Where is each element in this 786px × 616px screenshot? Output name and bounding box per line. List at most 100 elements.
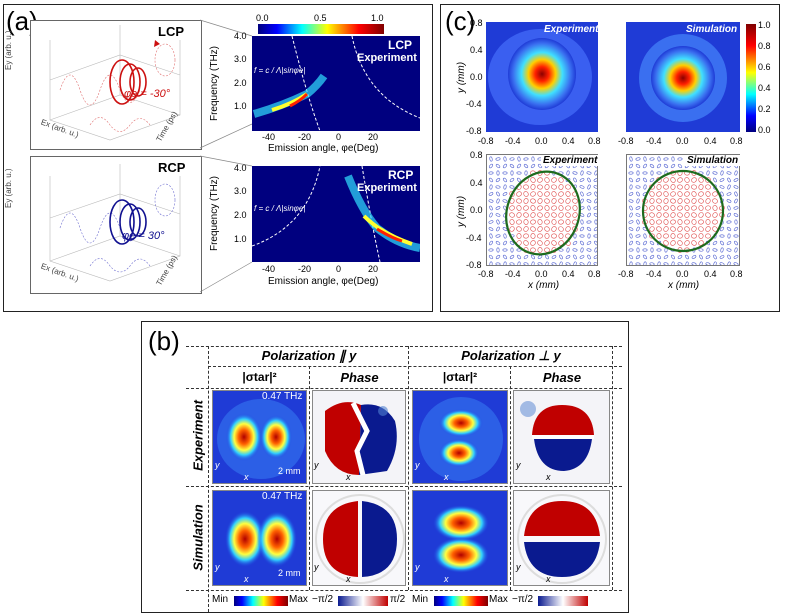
polarization-ellipse — [579, 178, 585, 182]
c-bot-xtick-l1: -0.4 — [505, 269, 521, 279]
polarization-ellipse — [635, 234, 641, 238]
polarization-ellipse — [509, 212, 515, 218]
polarization-ellipse — [720, 240, 724, 246]
b-grid-h2 — [186, 388, 622, 389]
polarization-ellipse — [691, 205, 697, 211]
rcp-phi-label: φe = 30° — [122, 230, 165, 242]
b-bar-max-1: Max — [289, 594, 308, 605]
polarization-ellipse — [586, 226, 592, 232]
polarization-ellipse — [523, 240, 529, 246]
polarization-ellipse — [636, 170, 640, 176]
polarization-ellipse — [670, 163, 676, 169]
polarization-ellipse — [579, 234, 585, 238]
polarization-ellipse — [684, 226, 690, 232]
polarization-ellipse — [544, 240, 550, 246]
polarization-ellipse — [670, 205, 676, 211]
polarization-ellipse — [544, 205, 550, 211]
polarization-ellipse — [531, 156, 535, 162]
polarization-ellipse — [670, 184, 676, 190]
polarization-ellipse — [720, 170, 724, 176]
polarization-ellipse — [705, 233, 711, 239]
polarization-ellipse — [726, 192, 732, 196]
polarization-ellipse — [544, 219, 550, 225]
polarization-ellipse — [509, 205, 515, 211]
polarization-ellipse — [593, 185, 597, 189]
polarization-ellipse — [489, 233, 493, 239]
b-sim-axis-x-1: x — [244, 574, 249, 584]
polarization-ellipse — [663, 198, 669, 204]
polarization-ellipse — [503, 233, 507, 239]
polarization-ellipse — [495, 213, 501, 217]
lcp-plot-svg — [252, 36, 420, 131]
polarization-ellipse — [734, 170, 738, 176]
b-sim-axis-y-3: y — [415, 562, 420, 572]
b-sim-axis-y-1: y — [215, 562, 220, 572]
rcp-xtick-m20: -20 — [298, 264, 312, 274]
polarization-ellipse — [530, 247, 536, 253]
b-col-phase-1: Phase — [340, 370, 379, 385]
polarization-ellipse — [636, 191, 640, 197]
polarization-ellipse — [663, 177, 669, 183]
polarization-ellipse — [663, 157, 669, 161]
b-bwr-bar-2 — [538, 596, 588, 606]
polarization-ellipse — [594, 247, 597, 253]
polarization-ellipse — [713, 254, 717, 260]
polarization-ellipse — [677, 205, 683, 211]
lcp-ytick-4: 4.0 — [234, 31, 247, 41]
polarization-ellipse — [565, 212, 571, 218]
c-cbar-10: 1.0 — [758, 20, 771, 30]
polarization-ellipse — [530, 212, 536, 218]
b-sim-axis-x-2: x — [346, 574, 351, 584]
polarization-ellipse — [558, 198, 564, 204]
panel-a-frame — [3, 4, 433, 312]
polarization-ellipse — [495, 206, 501, 210]
polarization-ellipse — [657, 254, 661, 260]
polarization-ellipse — [551, 184, 557, 190]
polarization-ellipse — [517, 156, 521, 162]
b-row-experiment: Experiment — [190, 400, 206, 471]
polarization-ellipse — [677, 163, 683, 169]
polarization-ellipse — [551, 233, 557, 239]
polarization-ellipse — [656, 163, 662, 169]
b-exp-sigma-par — [212, 390, 307, 484]
polarization-ellipse — [698, 191, 704, 197]
polarization-ellipse — [523, 191, 529, 197]
polarization-ellipse — [488, 227, 494, 231]
polarization-ellipse — [719, 226, 725, 232]
polarization-ellipse — [719, 178, 725, 182]
lcp-formula: f = c / Λ|sinφe| — [254, 66, 306, 75]
polarization-ellipse — [643, 240, 647, 246]
polarization-ellipse — [649, 212, 655, 218]
polarization-ellipse — [629, 184, 633, 190]
polarization-ellipse — [727, 205, 731, 211]
polarization-ellipse — [649, 163, 655, 169]
lcp-3d-box — [30, 20, 202, 150]
b-sim-scale: 2 mm — [278, 568, 301, 578]
panel-a-cbar-tick-2: 1.0 — [371, 13, 384, 23]
polarization-ellipse — [635, 177, 641, 183]
polarization-ellipse — [510, 170, 514, 176]
polarization-ellipse — [670, 198, 676, 204]
b-grid-v1 — [309, 366, 310, 590]
polarization-ellipse — [636, 226, 640, 232]
polarization-ellipse — [489, 240, 493, 246]
polarization-ellipse — [489, 184, 493, 190]
polarization-ellipse — [580, 170, 584, 176]
polarization-ellipse — [628, 254, 634, 260]
polarization-ellipse — [656, 233, 662, 239]
polarization-ellipse — [565, 205, 571, 211]
polarization-ellipse — [551, 255, 557, 259]
polarization-ellipse — [734, 219, 738, 225]
polarization-ellipse — [691, 177, 697, 183]
polarization-ellipse — [719, 234, 725, 238]
b-exp-scale: 2 mm — [278, 466, 301, 476]
polarization-ellipse — [650, 247, 654, 253]
polarization-ellipse — [671, 254, 675, 260]
polarization-ellipse — [530, 184, 536, 190]
polarization-ellipse — [649, 178, 655, 182]
b-exp-sigma-perp — [412, 390, 508, 484]
c-exp-polarization-svg — [488, 156, 597, 265]
polarization-ellipse — [530, 240, 536, 246]
polarization-ellipse — [733, 185, 739, 189]
b-sim-sigma-par — [212, 490, 307, 586]
